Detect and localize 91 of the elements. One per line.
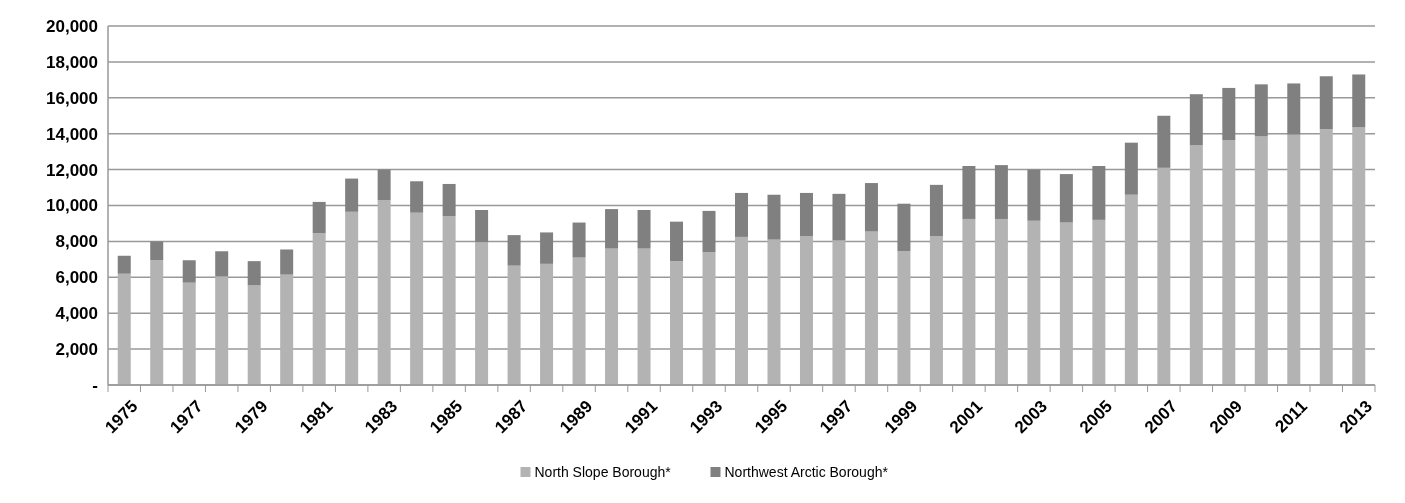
bar (799, 236, 813, 385)
y-tick-label: 18,000 (46, 52, 98, 72)
bar (572, 257, 586, 385)
bar (280, 249, 294, 275)
bar (1189, 145, 1203, 385)
bar (832, 193, 846, 241)
bar (1157, 115, 1171, 168)
y-tick-label: 12,000 (46, 160, 98, 180)
bar (962, 166, 976, 219)
bar (735, 236, 748, 385)
bar (1059, 174, 1073, 223)
bar (1092, 166, 1106, 220)
bar (1157, 167, 1171, 385)
bar (1124, 142, 1138, 195)
bar (442, 183, 456, 217)
bar (767, 239, 781, 385)
bar (410, 212, 424, 385)
bar (897, 203, 911, 252)
y-tick-label: 8,000 (55, 232, 98, 252)
bar (1124, 194, 1138, 385)
bar (182, 260, 196, 283)
bar (1059, 222, 1073, 385)
bar (994, 218, 1008, 385)
bar (507, 265, 521, 385)
y-tick-label: 14,000 (46, 124, 98, 144)
bar (247, 261, 261, 286)
bar (215, 276, 229, 385)
bar (410, 181, 424, 213)
bar (735, 192, 748, 237)
bar (540, 263, 554, 385)
bar (1092, 219, 1106, 385)
bar (1027, 169, 1041, 221)
bar (1319, 76, 1333, 130)
bar (1254, 84, 1268, 137)
bar (929, 184, 943, 237)
bar (962, 218, 976, 385)
bar (312, 201, 326, 234)
bar (670, 221, 684, 262)
bar (312, 233, 326, 385)
legend-label: North Slope Borough* (534, 464, 672, 480)
y-tick-label: - (92, 375, 98, 395)
bar (767, 194, 781, 240)
y-tick-label: 16,000 (46, 88, 98, 108)
y-tick-label: 10,000 (46, 196, 98, 216)
bar (670, 261, 684, 385)
y-tick-label: 4,000 (55, 304, 98, 324)
bar (247, 285, 261, 385)
bar (540, 232, 554, 264)
bar (215, 251, 229, 277)
bar (637, 248, 651, 385)
bar (1189, 94, 1203, 146)
bar (150, 241, 164, 261)
bar (280, 274, 294, 385)
y-tick-label: 20,000 (46, 16, 98, 36)
bar (832, 240, 846, 385)
bar (1352, 74, 1366, 128)
bar (605, 209, 619, 249)
y-tick-label: 2,000 (55, 340, 98, 360)
bar (864, 183, 878, 232)
bar (897, 251, 911, 385)
bar (442, 216, 456, 385)
bar (507, 235, 521, 266)
bar (1027, 220, 1041, 385)
bar (117, 255, 131, 274)
legend-label: Northwest Arctic Borough* (724, 464, 889, 480)
bar (637, 209, 651, 249)
bar (864, 231, 878, 385)
bar (572, 222, 586, 258)
bar (929, 236, 943, 385)
bar (1287, 83, 1301, 135)
bar (702, 252, 716, 385)
bar (377, 200, 391, 385)
bar (117, 273, 131, 385)
bar (182, 282, 196, 385)
bar (1222, 139, 1236, 385)
bar (702, 210, 716, 253)
bar (799, 192, 813, 237)
bar (1287, 134, 1301, 385)
bar (345, 211, 359, 385)
bar (1352, 127, 1366, 385)
bar (475, 209, 489, 243)
bar (1254, 136, 1268, 385)
bar (605, 248, 619, 385)
bar (150, 260, 164, 385)
bar (1222, 87, 1236, 140)
bar (475, 242, 489, 385)
y-tick-label: 6,000 (55, 268, 98, 288)
bar (994, 165, 1008, 219)
bar (345, 178, 359, 212)
bar (377, 169, 391, 201)
bar (1319, 129, 1333, 385)
